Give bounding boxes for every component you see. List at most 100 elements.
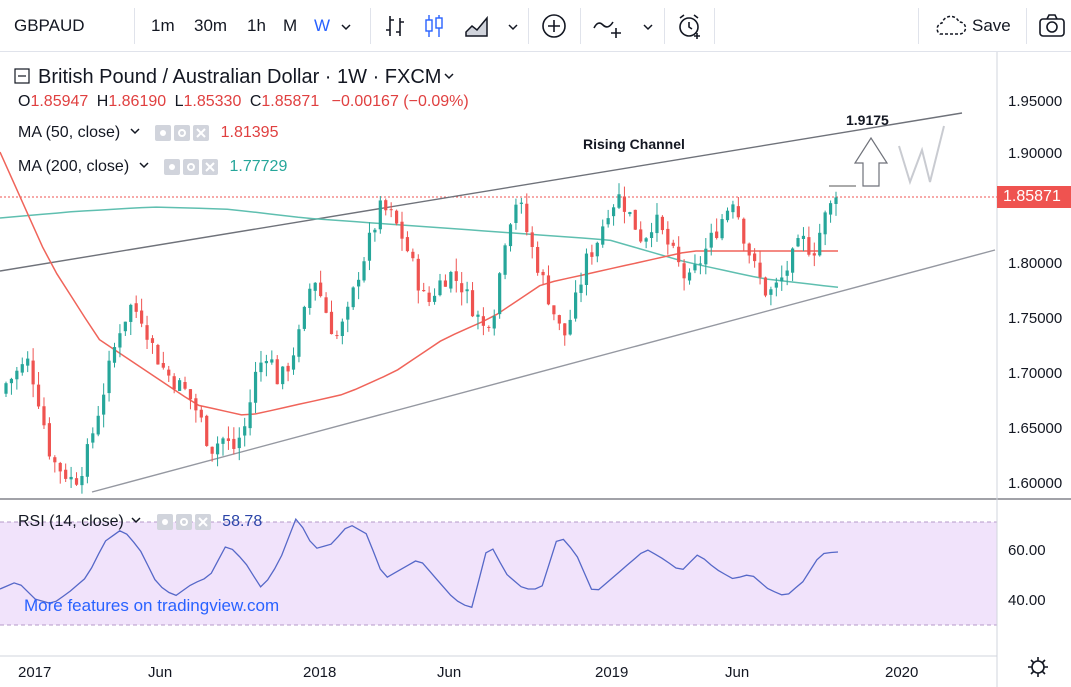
channel-lower-line[interactable] <box>91 249 996 493</box>
price-axis[interactable]: 1.95000 1.90000 1.80000 1.75000 1.70000 … <box>1008 93 1062 492</box>
interval-month[interactable]: M <box>283 16 298 35</box>
chevron-down-icon[interactable] <box>443 70 455 82</box>
current-price-label: 1.85871 <box>997 186 1071 208</box>
rsi-legend[interactable]: RSI (14, close) 58.78 <box>18 513 262 531</box>
chart-canvas[interactable]: 1.95000 1.90000 1.80000 1.75000 1.70000 … <box>0 52 1071 687</box>
candle-body <box>340 321 344 337</box>
candle-body <box>525 203 529 233</box>
candle-body <box>584 253 589 286</box>
candle-body <box>693 264 697 271</box>
close-icon[interactable] <box>202 158 219 175</box>
candle-body <box>85 444 89 477</box>
compare-icon[interactable] <box>592 12 626 40</box>
candle-body <box>226 438 231 441</box>
candle-body <box>302 306 306 329</box>
close-icon[interactable] <box>193 124 210 141</box>
alarm-clock-icon[interactable] <box>676 12 704 40</box>
ma50-controls <box>155 124 212 142</box>
candle-body <box>411 251 415 259</box>
camera-icon[interactable] <box>1038 12 1066 40</box>
bars-chart-icon[interactable] <box>382 12 410 40</box>
chevron-down-icon[interactable] <box>130 514 142 526</box>
interval-1h[interactable]: 1h <box>247 16 266 35</box>
candle-body <box>536 247 540 273</box>
candle-body <box>161 363 165 368</box>
candle-body <box>281 366 285 385</box>
candle-body <box>232 438 236 449</box>
ma200-legend[interactable]: MA (200, close) 1.77729 <box>18 158 287 176</box>
chart-title[interactable]: British Pound / Australian Dollar · 1W ·… <box>38 66 442 88</box>
ma50-legend[interactable]: MA (50, close) 1.81395 <box>18 124 278 142</box>
close-icon[interactable] <box>194 513 211 530</box>
save-button[interactable]: Save <box>972 16 1011 35</box>
candle-body <box>508 224 513 247</box>
candle-body <box>574 292 578 319</box>
candle-body <box>519 202 523 204</box>
eye-icon[interactable] <box>164 158 181 175</box>
eye-icon[interactable] <box>155 124 172 141</box>
ma50-line <box>0 151 838 416</box>
candle-body <box>140 310 144 324</box>
candle-body <box>595 242 599 257</box>
candle-body <box>465 289 469 292</box>
up-arrow-icon[interactable] <box>853 136 889 187</box>
candle-body <box>460 283 464 293</box>
ma200-label[interactable]: MA (200, close) <box>18 158 130 176</box>
candle-body <box>487 326 491 328</box>
candle-body <box>286 365 290 372</box>
cloud-save-icon[interactable] <box>932 12 968 40</box>
chevron-down-icon[interactable] <box>338 12 354 40</box>
area-chart-icon[interactable] <box>463 12 491 40</box>
ma50-label[interactable]: MA (50, close) <box>18 124 121 142</box>
candle-body <box>270 359 274 363</box>
candle-body <box>264 361 268 364</box>
watermark-link[interactable]: More features on tradingview.com <box>24 596 280 615</box>
candle-body <box>498 273 502 315</box>
rsi-label[interactable]: RSI (14, close) <box>18 513 124 531</box>
candle-body <box>221 438 225 444</box>
collapse-icon[interactable] <box>14 68 30 84</box>
candles-series[interactable] <box>4 183 838 494</box>
settings-icon[interactable] <box>175 513 192 530</box>
candle-body <box>622 196 627 212</box>
symbol-search[interactable]: GBPAUD <box>14 16 85 35</box>
channel-label[interactable]: Rising Channel <box>583 136 685 152</box>
candle-body <box>617 194 621 208</box>
open-value: 1.85947 <box>30 93 89 110</box>
chevron-down-icon[interactable] <box>640 12 656 40</box>
settings-icon[interactable] <box>174 124 191 141</box>
gear-icon[interactable] <box>1028 657 1048 677</box>
candle-body <box>400 221 404 239</box>
rsi-series <box>0 517 839 609</box>
interval-1m[interactable]: 1m <box>151 16 175 35</box>
candle-body <box>156 344 160 365</box>
interval-week[interactable]: W <box>314 16 331 35</box>
chevron-down-icon[interactable] <box>505 12 521 40</box>
interval-30m[interactable]: 30m <box>194 16 228 35</box>
candle-body <box>112 347 117 363</box>
candle-body <box>633 209 637 230</box>
ma200-line <box>0 206 839 289</box>
candles-chart-icon[interactable] <box>420 12 448 40</box>
candle-body <box>291 355 296 370</box>
w-pattern-drawing[interactable] <box>898 125 945 186</box>
chevron-down-icon[interactable] <box>138 159 150 171</box>
time-tick: 2020 <box>885 664 918 681</box>
ma200-value: 1.77729 <box>229 158 288 176</box>
toolbar-divider <box>370 8 371 44</box>
target-label[interactable]: 1.9175 <box>846 112 889 128</box>
time-axis[interactable]: 2017 Jun 2018 Jun 2019 Jun 2020 <box>18 664 918 681</box>
eye-icon[interactable] <box>156 513 173 530</box>
price-tick: 1.70000 <box>1008 365 1062 382</box>
add-indicator-icon[interactable] <box>540 12 568 40</box>
candle-body <box>177 380 182 391</box>
chevron-down-icon[interactable] <box>129 125 141 137</box>
candle-body <box>742 218 746 244</box>
rsi-value: 58.78 <box>222 513 263 531</box>
candle-body <box>785 270 789 276</box>
channel-upper-line[interactable] <box>0 112 963 272</box>
candle-body <box>167 369 171 376</box>
settings-icon[interactable] <box>183 158 200 175</box>
toolbar-divider <box>528 8 529 44</box>
candle-body <box>367 232 372 261</box>
